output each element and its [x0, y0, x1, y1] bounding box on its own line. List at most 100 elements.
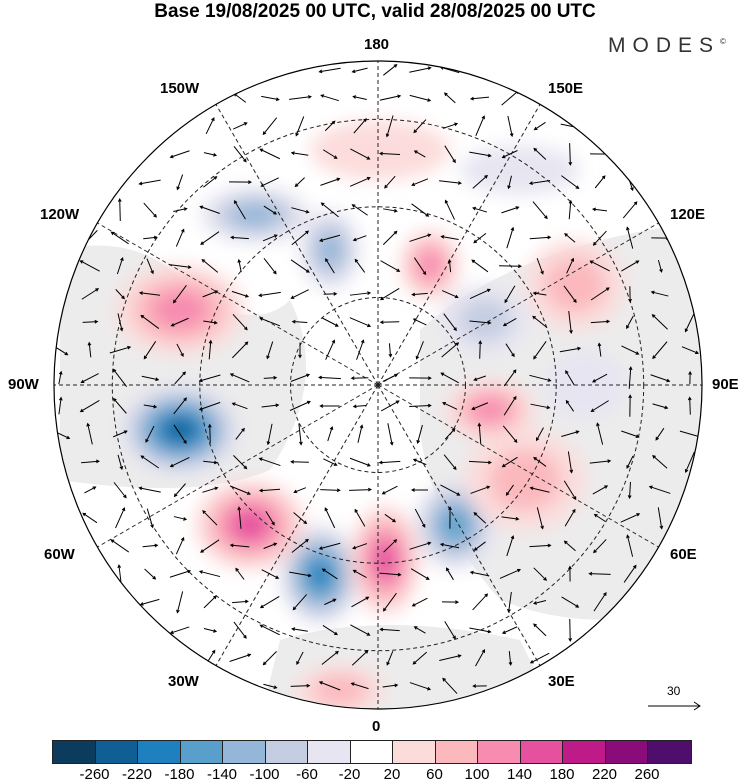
wind-arrow — [477, 422, 482, 445]
wind-arrow — [413, 257, 427, 276]
map-title: Base 19/08/2025 00 UTC, valid 28/08/2025… — [154, 1, 596, 22]
colorbar-tick-label: -100 — [249, 766, 280, 783]
wind-arrow — [319, 234, 341, 242]
lon-label-90w: 90W — [8, 376, 39, 393]
wind-arrow — [568, 199, 573, 220]
wind-arrow — [471, 259, 489, 273]
wind-arrow — [626, 534, 634, 557]
wind-arrow — [140, 314, 160, 329]
wind-arrow — [628, 366, 633, 389]
wind-arrow — [145, 425, 155, 443]
wind-arrow — [443, 454, 457, 471]
colorbar-swatch — [478, 741, 521, 763]
lon-label-60e: 60E — [670, 546, 697, 563]
wind-arrow — [507, 592, 512, 613]
wind-arrow — [592, 485, 609, 495]
wind-arrow — [357, 424, 364, 443]
wind-arrow — [684, 451, 695, 474]
colorbar-swatch — [223, 741, 266, 763]
wind-arrow — [325, 339, 336, 360]
wind-arrow — [298, 342, 302, 359]
wind-arrow — [290, 459, 309, 464]
wind-arrow — [529, 652, 550, 664]
wind-arrow — [231, 341, 249, 359]
anomaly-contour — [545, 258, 605, 312]
wind-arrow — [116, 257, 124, 275]
wind-arrow — [351, 67, 368, 74]
wind-arrow — [349, 176, 371, 187]
wind-arrow — [442, 122, 459, 129]
wind-arrow — [110, 231, 129, 245]
wind-arrow — [626, 455, 634, 469]
wind-arrow — [532, 201, 548, 220]
wind-arrow — [138, 179, 161, 186]
wind-arrow — [564, 508, 576, 527]
wind-arrow — [443, 313, 457, 332]
colorbar-swatch — [308, 741, 351, 763]
wind-arrow — [411, 178, 429, 187]
wind-arrow — [564, 233, 576, 243]
wind-arrow — [296, 651, 304, 665]
wind-arrow — [229, 543, 250, 548]
wind-arrow — [469, 627, 492, 634]
wind-arrow — [413, 119, 427, 134]
wind-arrow — [563, 285, 577, 304]
wind-arrow — [657, 260, 663, 273]
wind-arrow — [627, 481, 632, 500]
wind-arrow — [349, 291, 372, 296]
colorbar-tick-label: -260 — [79, 766, 110, 783]
wind-arrow — [322, 149, 338, 159]
wind-arrow — [533, 623, 547, 637]
colorbar-tick-label: -140 — [206, 766, 238, 783]
wind-arrow — [532, 600, 547, 605]
wind-arrow — [589, 260, 610, 272]
wind-arrow — [591, 207, 608, 212]
wind-arrow — [203, 628, 218, 633]
wind-arrow — [235, 427, 245, 440]
wind-arrow — [263, 683, 278, 689]
anomaly-contour — [317, 232, 343, 268]
wind-arrow — [501, 516, 520, 521]
anomaly-contour — [231, 510, 269, 540]
wind-arrow — [623, 564, 637, 583]
wind-arrow — [536, 258, 544, 275]
colorbar-tick-label: 60 — [426, 766, 443, 783]
wind-arrow — [472, 206, 488, 213]
wind-arrow — [385, 115, 394, 138]
anomaly-contour — [310, 120, 450, 180]
wind-arrow — [353, 118, 367, 134]
wind-arrow — [293, 512, 308, 525]
wind-arrow — [410, 488, 428, 492]
wind-arrow — [233, 621, 247, 639]
colorbar-tick-label: -220 — [121, 766, 153, 783]
wind-arrow — [473, 232, 487, 244]
meridian-line — [377, 384, 541, 666]
anomaly-contour — [489, 450, 561, 510]
wind-arrow — [292, 594, 308, 611]
wind-arrow — [110, 539, 130, 553]
wind-arrow — [263, 375, 278, 380]
wind-arrow — [266, 341, 274, 360]
wind-arrow — [593, 539, 607, 554]
wind-arrow — [262, 117, 278, 136]
colorbar-swatch — [53, 741, 96, 763]
wind-arrow — [409, 94, 432, 102]
wind-arrow — [291, 207, 310, 214]
wind-arrow — [259, 148, 281, 160]
wind-arrow — [202, 290, 219, 298]
wind-arrow — [444, 428, 456, 440]
map-boundary — [53, 60, 703, 710]
wind-arrow — [508, 651, 513, 666]
wind-arrow — [628, 286, 632, 303]
wind-arrow — [115, 289, 125, 300]
wind-arrow — [112, 397, 127, 414]
wind-arrow — [533, 147, 547, 160]
wind-arrow — [593, 592, 607, 612]
wind-arrow — [559, 346, 582, 353]
colorbar — [52, 740, 692, 764]
wind-arrow — [321, 317, 339, 327]
wind-arrow — [291, 538, 309, 553]
wind-arrow — [384, 513, 397, 523]
logo-mark: © — [720, 37, 726, 46]
wind-arrow — [144, 568, 157, 580]
